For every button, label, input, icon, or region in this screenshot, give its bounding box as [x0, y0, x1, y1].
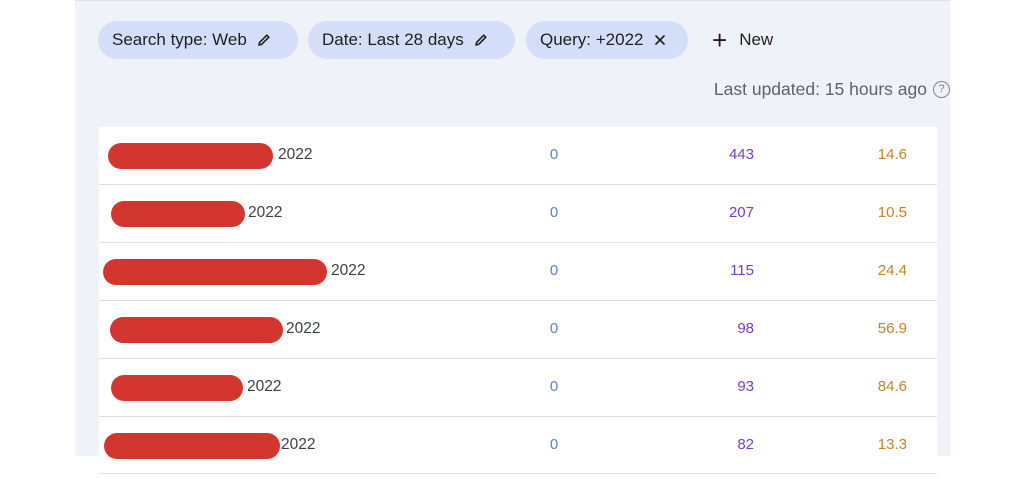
position-value: 10.5	[877, 204, 907, 221]
pencil-icon[interactable]	[473, 32, 489, 48]
position-value: 13.3	[877, 436, 907, 453]
impressions-value: 443	[728, 146, 754, 163]
clicks-value: 0	[549, 378, 559, 395]
impressions-value: 207	[728, 204, 754, 221]
filter-chip-date[interactable]: Date: Last 28 days	[308, 21, 515, 59]
clicks-value: 0	[549, 320, 559, 337]
table-row[interactable]: 2022 0 207 10.5	[99, 185, 937, 243]
query-text: 2022	[331, 262, 366, 279]
query-text: 2022	[248, 204, 283, 221]
query-text: 2022	[278, 146, 313, 163]
new-filter-button[interactable]: + New	[712, 21, 773, 59]
report-panel: Search type: Web Date: Last 28 days Quer…	[75, 0, 950, 474]
table-row[interactable]: 2022 0 82 13.3	[99, 417, 937, 474]
impressions-value: 98	[737, 320, 754, 337]
clicks-value: 0	[549, 204, 559, 221]
new-filter-label: New	[739, 30, 774, 49]
filter-chip-query[interactable]: Query: +2022	[526, 21, 688, 59]
position-value: 56.9	[877, 320, 907, 337]
position-value: 14.6	[877, 146, 907, 163]
table-row[interactable]: 2022 0 443 14.6	[99, 127, 937, 185]
redaction-mark	[103, 259, 327, 285]
impressions-value: 115	[730, 262, 754, 279]
filter-chip-label: Query: +2022	[540, 30, 644, 49]
last-updated-text: Last updated: 15 hours ago	[713, 78, 927, 99]
redaction-mark	[104, 433, 280, 459]
redaction-mark	[108, 143, 273, 169]
filter-chip-label: Date: Last 28 days	[322, 30, 464, 49]
clicks-value: 0	[549, 436, 559, 453]
redaction-mark	[111, 375, 243, 401]
pencil-icon[interactable]	[256, 32, 272, 48]
last-updated-status: Last updated: 15 hours ago ?	[714, 78, 950, 100]
query-text: 2022	[281, 436, 316, 453]
clicks-value: 0	[549, 146, 559, 163]
close-icon[interactable]	[653, 33, 667, 47]
table-row[interactable]: 2022 0 93 84.6	[99, 359, 937, 417]
query-text: 2022	[286, 320, 321, 337]
divider	[75, 0, 950, 1]
table-row[interactable]: 2022 0 115 24.4	[99, 243, 937, 301]
help-icon[interactable]: ?	[933, 80, 950, 98]
filter-chip-label: Search type: Web	[112, 30, 247, 49]
position-value: 24.4	[877, 262, 907, 279]
queries-table: 2022 0 443 14.6 2022 0 207 10.5 2022 0 1…	[99, 127, 937, 474]
impressions-value: 93	[737, 378, 754, 395]
position-value: 84.6	[877, 378, 907, 395]
redaction-mark	[111, 201, 245, 227]
redaction-mark	[110, 317, 283, 343]
clicks-value: 0	[549, 262, 559, 279]
query-text: 2022	[247, 378, 282, 395]
plus-icon: +	[712, 25, 728, 55]
table-row[interactable]: 2022 0 98 56.9	[99, 301, 937, 359]
impressions-value: 82	[737, 436, 754, 453]
filter-chip-search-type[interactable]: Search type: Web	[98, 21, 298, 59]
